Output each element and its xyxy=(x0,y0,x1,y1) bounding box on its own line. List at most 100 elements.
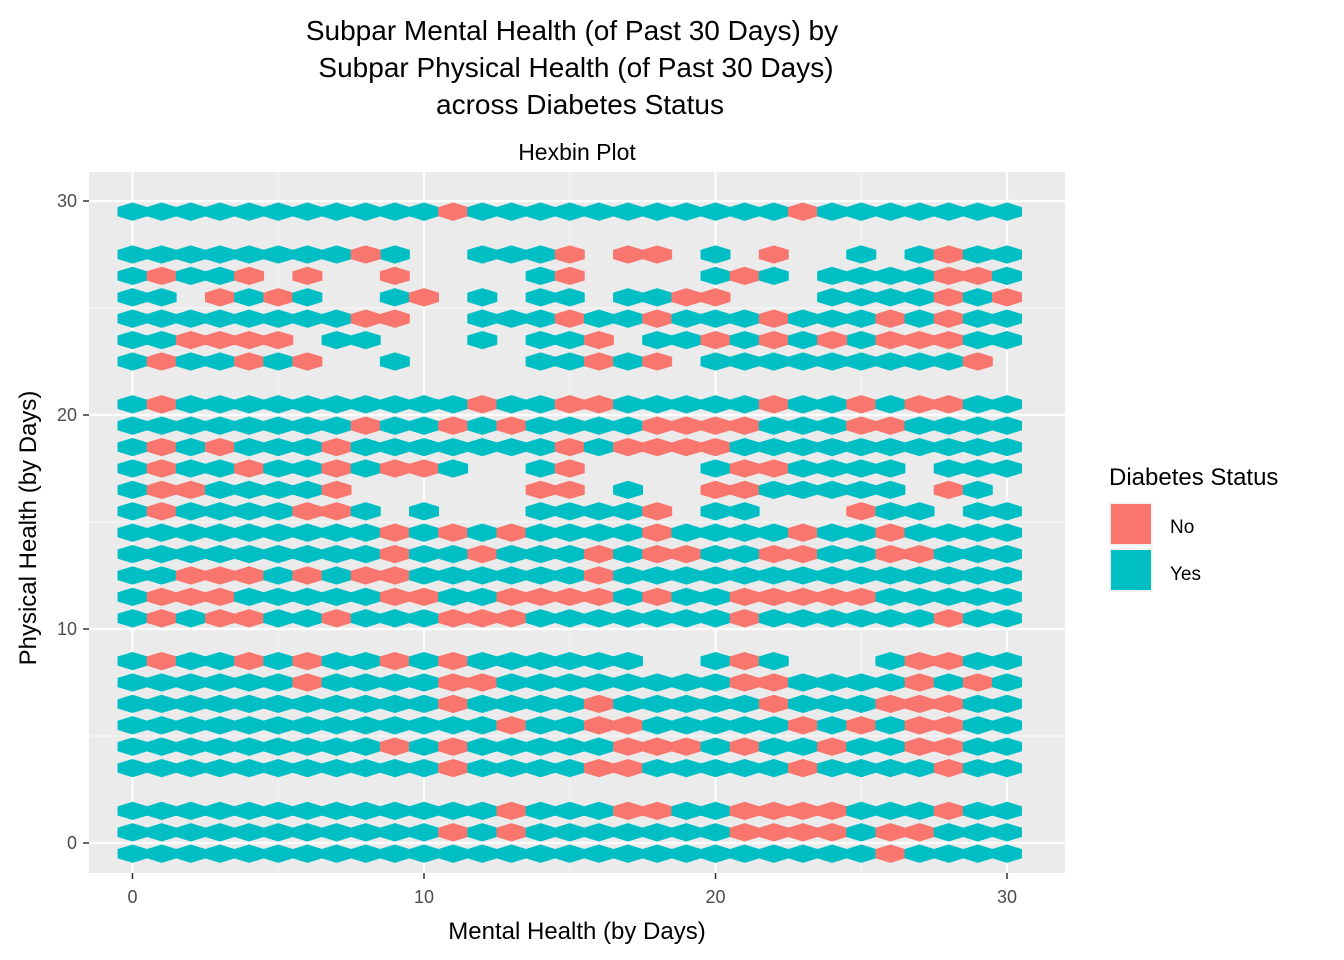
hex-no xyxy=(642,737,673,756)
hex-no xyxy=(671,544,702,564)
hex-yes xyxy=(263,566,294,585)
hex-no xyxy=(729,609,760,628)
hex-no xyxy=(875,416,906,435)
hex-yes xyxy=(875,502,906,521)
hex-yes xyxy=(700,823,731,842)
hex-yes xyxy=(875,288,906,307)
y-axis-title: Physical Health (by Days) xyxy=(15,391,42,666)
hex-yes xyxy=(467,416,498,435)
hex-yes xyxy=(146,823,177,842)
hex-yes xyxy=(846,437,877,457)
hex-yes xyxy=(350,673,381,692)
hex-yes xyxy=(700,651,731,671)
hex-yes xyxy=(117,266,148,286)
hex-yes xyxy=(234,801,265,821)
hex-no xyxy=(204,330,235,350)
hex-yes xyxy=(554,288,585,307)
hex-yes xyxy=(554,716,585,735)
hex-no xyxy=(904,544,935,564)
hex-yes xyxy=(350,395,381,414)
hex-yes xyxy=(554,694,585,714)
hex-no xyxy=(642,523,673,542)
hex-yes xyxy=(525,844,556,863)
hex-yes xyxy=(409,544,439,564)
hex-yes xyxy=(146,245,177,264)
hex-yes xyxy=(787,437,818,457)
hex-yes xyxy=(379,844,410,863)
hex-yes xyxy=(904,758,935,778)
hex-yes xyxy=(962,844,993,863)
hex-yes xyxy=(292,694,323,714)
hex-yes xyxy=(175,245,206,264)
hex-yes xyxy=(496,694,527,714)
hex-yes xyxy=(321,844,352,863)
hex-yes xyxy=(117,801,148,821)
hex-yes xyxy=(933,459,964,478)
hex-yes xyxy=(525,737,556,756)
legend-swatch-no xyxy=(1111,504,1151,544)
hex-yes xyxy=(467,245,498,264)
hex-yes xyxy=(846,288,877,307)
hex-yes xyxy=(758,716,789,735)
chart-title-line-2: Subpar Physical Health (of Past 30 Days) xyxy=(318,52,833,83)
hex-no xyxy=(583,330,614,350)
hex-yes xyxy=(467,288,498,307)
hex-yes xyxy=(962,459,993,478)
hex-yes xyxy=(554,502,585,521)
hex-yes xyxy=(933,566,964,585)
hex-no xyxy=(613,716,644,735)
hex-yes xyxy=(962,395,993,414)
hex-no xyxy=(758,801,789,821)
hex-no xyxy=(729,459,760,478)
hex-yes xyxy=(409,609,439,628)
hex-yes xyxy=(409,502,439,521)
hex-no xyxy=(700,288,731,307)
hex-no xyxy=(234,609,265,628)
hex-no xyxy=(204,587,235,607)
hex-yes xyxy=(350,437,381,457)
hex-yes xyxy=(583,651,614,671)
hex-no xyxy=(438,416,469,435)
hex-yes xyxy=(817,395,848,414)
hex-no xyxy=(817,823,848,842)
hex-yes xyxy=(583,737,614,756)
hex-yes xyxy=(787,416,818,435)
hex-yes xyxy=(671,330,702,350)
hex-no xyxy=(933,309,964,328)
hex-yes xyxy=(350,544,381,564)
hex-yes xyxy=(263,694,294,714)
hex-yes xyxy=(175,716,206,735)
hex-yes xyxy=(117,823,148,842)
hex-yes xyxy=(700,544,731,564)
hex-yes xyxy=(292,245,323,264)
hex-yes xyxy=(787,395,818,414)
hex-yes xyxy=(787,309,818,328)
hex-yes xyxy=(846,544,877,564)
hex-yes xyxy=(875,737,906,756)
hex-no xyxy=(146,266,177,286)
hex-yes xyxy=(234,587,265,607)
hex-yes xyxy=(904,437,935,457)
hex-yes xyxy=(117,844,148,863)
hex-yes xyxy=(700,801,731,821)
hex-yes xyxy=(292,202,323,221)
hex-yes xyxy=(962,330,993,350)
hex-yes xyxy=(496,437,527,457)
hex-no xyxy=(175,566,206,585)
hex-yes xyxy=(992,502,1022,521)
hex-yes xyxy=(263,587,294,607)
hex-no xyxy=(875,309,906,328)
hex-yes xyxy=(992,459,1022,478)
hex-no xyxy=(379,544,410,564)
hex-yes xyxy=(467,587,498,607)
hex-yes xyxy=(554,737,585,756)
hex-yes xyxy=(175,737,206,756)
hex-yes xyxy=(292,459,323,478)
hex-yes xyxy=(321,801,352,821)
hex-yes xyxy=(117,309,148,328)
hex-no xyxy=(146,395,177,414)
hex-yes xyxy=(933,587,964,607)
hex-yes xyxy=(817,437,848,457)
hex-yes xyxy=(613,566,644,585)
hex-yes xyxy=(350,330,381,350)
